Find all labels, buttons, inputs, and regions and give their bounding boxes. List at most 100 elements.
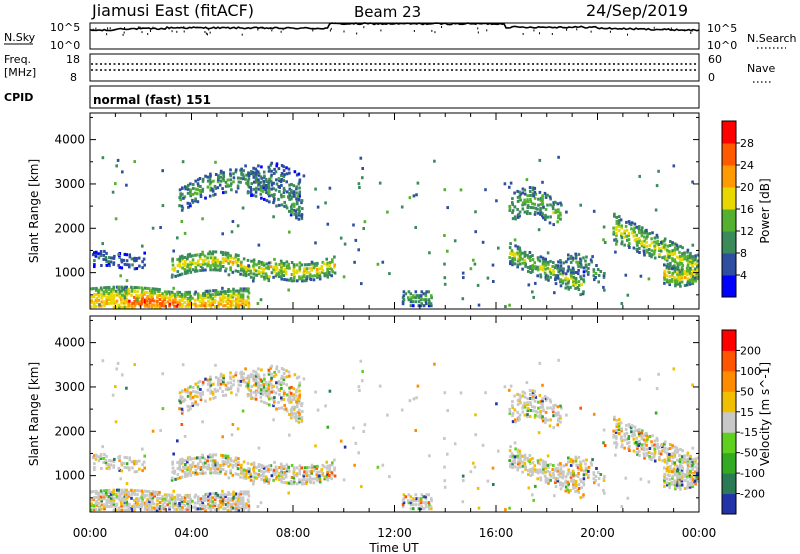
noise-search-point	[95, 27, 97, 30]
velocity-echo	[313, 465, 317, 469]
power-echo	[239, 180, 242, 184]
velocity-echo	[577, 467, 580, 471]
velocity-echo	[242, 468, 246, 472]
velocity-echo	[239, 379, 243, 383]
power-echo	[585, 265, 588, 269]
power-echo	[511, 257, 514, 261]
velocity-echo	[290, 482, 294, 486]
power-echo	[168, 290, 171, 294]
velocity-echo	[275, 365, 279, 369]
power-echo	[178, 204, 181, 208]
power-echo	[235, 303, 238, 307]
velocity-echo	[641, 429, 644, 433]
power-echo	[653, 256, 657, 260]
velocity-echo	[161, 372, 164, 376]
velocity-echo	[108, 500, 111, 504]
velocity-echo	[297, 375, 301, 379]
power-echo	[508, 256, 511, 260]
velocity-echo	[681, 449, 684, 453]
power-echo	[184, 187, 187, 191]
velocity-echo	[541, 415, 544, 419]
velocity-echo	[683, 487, 687, 490]
power-echo	[526, 200, 530, 204]
power-echo	[257, 243, 261, 247]
velocity-echo	[293, 415, 296, 419]
power-echo	[686, 256, 690, 260]
velocity-echo	[204, 496, 207, 500]
velocity-echo	[264, 381, 268, 384]
freq-label-2: [MHz]	[4, 66, 36, 79]
power-echo	[197, 178, 200, 182]
velocity-echo	[181, 469, 184, 473]
power-echo	[453, 239, 457, 243]
velocity-echo	[241, 496, 245, 500]
velocity-echo	[197, 381, 200, 385]
velocity-echo	[285, 481, 289, 485]
velocity-echo	[100, 499, 103, 503]
power-echo	[246, 289, 250, 293]
velocity-echo	[91, 456, 95, 460]
power-echo	[153, 305, 157, 309]
velocity-echo	[179, 458, 182, 462]
power-echo	[401, 300, 405, 304]
power-echo	[305, 279, 308, 283]
power-echo	[533, 202, 537, 206]
power-echo	[227, 261, 230, 265]
power-echo	[561, 267, 565, 271]
power-echo	[174, 274, 177, 278]
power-echo	[209, 268, 212, 272]
velocity-echo	[495, 402, 498, 406]
velocity-echo	[133, 363, 136, 367]
power-echo	[446, 249, 449, 253]
velocity-echo	[189, 407, 192, 411]
velocity-echo	[275, 367, 278, 371]
power-echo	[516, 257, 520, 261]
power-echo	[242, 169, 245, 173]
power-echo	[575, 260, 578, 264]
power-echo	[513, 205, 517, 209]
velocity-echo	[156, 492, 160, 496]
power-echo	[93, 263, 96, 267]
velocity-echo	[257, 381, 260, 385]
velocity-echo	[254, 377, 258, 381]
velocity-echo	[686, 467, 690, 471]
velocity-echo	[183, 398, 187, 402]
velocity-echo	[214, 453, 218, 457]
power-echo	[235, 190, 238, 194]
power-echo	[685, 273, 689, 277]
velocity-echo	[229, 457, 232, 461]
velocity-echo	[681, 467, 685, 471]
power-echo	[569, 260, 573, 264]
power-echo	[183, 195, 187, 199]
velocity-echo	[630, 430, 633, 434]
velocity-echo	[270, 474, 274, 478]
velocity-echo	[666, 451, 669, 455]
power-echo	[671, 267, 674, 271]
power-echo	[288, 183, 291, 187]
velocity-echo	[325, 474, 329, 478]
power-echo	[323, 262, 326, 266]
power-echo	[208, 301, 212, 305]
velocity-echo	[295, 400, 298, 404]
power-echo	[173, 292, 177, 296]
power-echo	[579, 259, 583, 263]
power-echo	[572, 281, 575, 285]
velocity-echo	[227, 496, 230, 500]
power-echo	[529, 255, 532, 258]
velocity-echo	[136, 501, 139, 505]
power-echo	[255, 187, 258, 191]
power-echo	[265, 262, 269, 266]
velocity-echo	[127, 490, 131, 494]
velocity-echo	[251, 373, 255, 377]
power-echo	[670, 277, 674, 281]
velocity-echo	[295, 474, 299, 478]
power-echo	[316, 205, 320, 209]
velocity-echo	[214, 395, 217, 399]
power-echo	[275, 204, 278, 208]
power-echo	[516, 265, 519, 269]
velocity-echo	[427, 507, 431, 511]
velocity-echo	[650, 452, 654, 456]
velocity-echo	[511, 400, 514, 404]
power-echo	[528, 212, 532, 215]
velocity-echo	[287, 398, 290, 402]
